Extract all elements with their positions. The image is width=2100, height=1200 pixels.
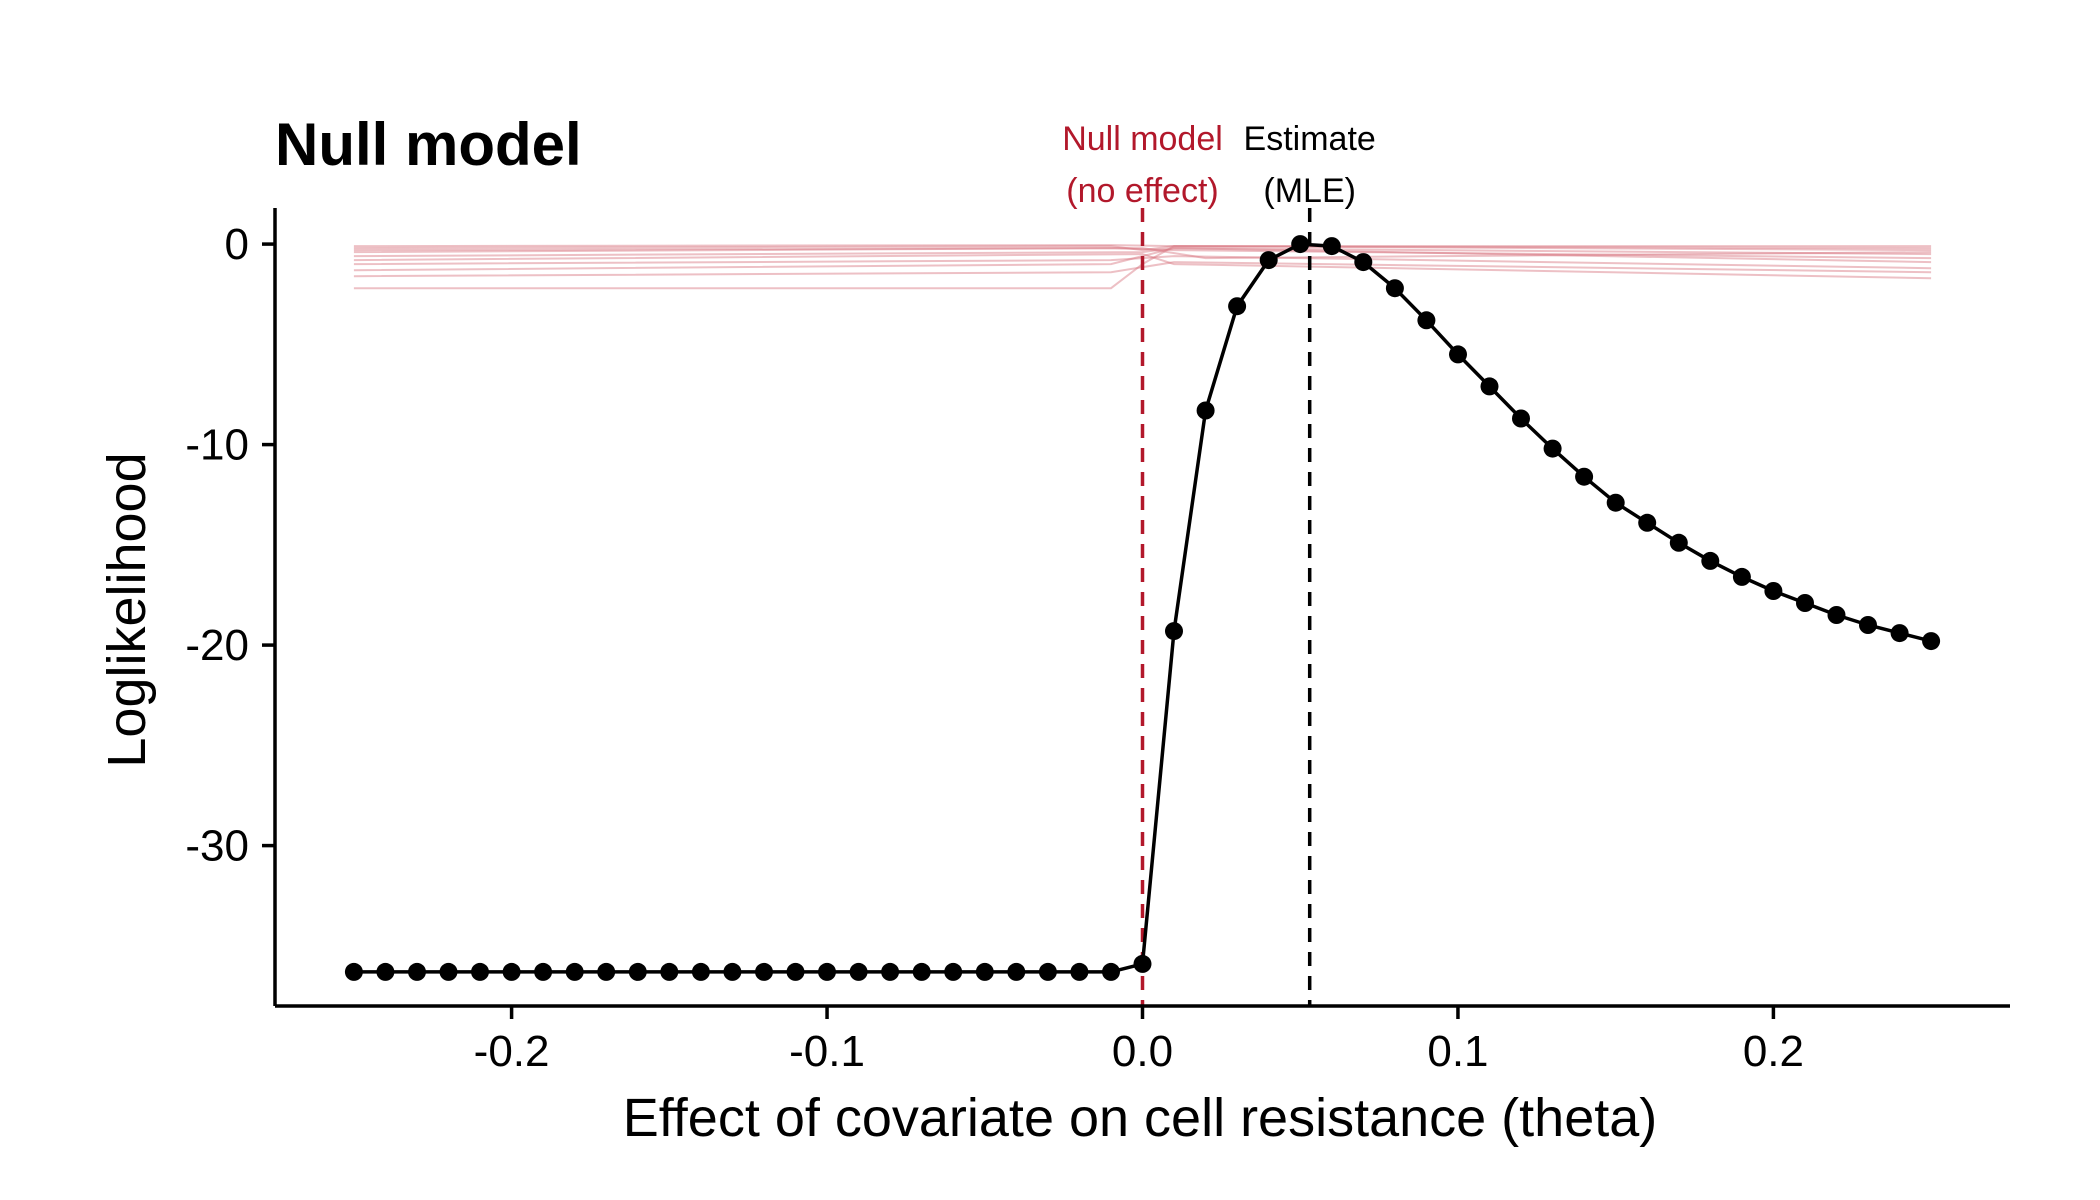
- profile-point: [1669, 533, 1688, 552]
- x-axis-title: Effect of covariate on cell resistance (…: [623, 1088, 1658, 1148]
- profile-point: [849, 962, 868, 981]
- y-axis-title: Loglikelihood: [97, 452, 157, 767]
- profile-point: [1701, 551, 1720, 570]
- profile-point: [1732, 567, 1751, 586]
- profile-point: [691, 962, 710, 981]
- profile-point: [628, 962, 647, 981]
- profile-point: [1796, 594, 1814, 612]
- annotations: Null model (no effect) Estimate (MLE): [1062, 120, 1376, 210]
- profile-point: [1606, 493, 1625, 512]
- profile-point: [439, 962, 458, 981]
- profile-point: [1890, 624, 1909, 643]
- profile-point: [376, 962, 395, 981]
- profile-point: [1385, 279, 1404, 298]
- profile-point: [1764, 582, 1783, 600]
- profile-point: [1922, 632, 1941, 651]
- profile-point: [723, 962, 742, 981]
- bootstrap-line-9: [353, 247, 1932, 260]
- y-tick-label: -30: [185, 822, 249, 871]
- y-tick-label: -10: [185, 421, 249, 470]
- bootstrap-line-4: [353, 247, 1932, 260]
- profile-point: [1322, 237, 1341, 256]
- null-model-annotation-line2: (no effect): [1066, 172, 1218, 210]
- chart-title: Null model: [275, 111, 582, 178]
- profile-point: [881, 962, 900, 981]
- profile-point: [1449, 345, 1467, 364]
- x-tick-label: -0.2: [474, 1027, 550, 1076]
- profile-point: [1228, 297, 1247, 316]
- profile-point: [502, 962, 521, 981]
- profile-series: [344, 235, 1941, 981]
- profile-point: [1196, 401, 1215, 420]
- profile-point: [597, 962, 616, 981]
- profile-point: [660, 962, 679, 981]
- profile-point: [534, 962, 553, 981]
- profile-point: [912, 962, 931, 981]
- axes: -0.2 -0.1 0.0 0.1 0.2 0 -10 -20 -30: [185, 208, 2010, 1076]
- estimate-annotation-line2: (MLE): [1263, 172, 1356, 210]
- profile-point: [1354, 253, 1373, 272]
- reference-lines: [1140, 208, 1312, 1006]
- null-model-annotation-line1: Null model: [1062, 120, 1223, 158]
- bootstrap-lines: [353, 244, 1932, 290]
- profile-point: [1859, 616, 1877, 634]
- profile-point: [1543, 439, 1562, 458]
- x-tick-label: 0.1: [1427, 1027, 1488, 1076]
- profile-point: [1575, 467, 1594, 486]
- profile-point: [1291, 235, 1310, 254]
- profile-point: [975, 962, 994, 981]
- y-tick-label: 0: [225, 220, 249, 269]
- y-tick-label: -20: [185, 621, 249, 670]
- profile-point: [408, 962, 426, 981]
- profile-point: [565, 962, 584, 981]
- profile-point: [344, 962, 363, 981]
- x-tick-label: 0.2: [1743, 1027, 1804, 1076]
- profile-point: [1259, 251, 1278, 270]
- x-tick-label: 0.0: [1112, 1027, 1173, 1076]
- bootstrap-line-5: [353, 245, 1932, 252]
- profile-point: [755, 962, 773, 981]
- profile-point: [1007, 962, 1026, 981]
- profile-point: [1827, 606, 1846, 624]
- profile-point: [1038, 962, 1057, 981]
- profile-point: [1165, 622, 1183, 641]
- profile-point: [786, 962, 805, 981]
- estimate-annotation-line1: Estimate: [1244, 120, 1376, 158]
- profile-point: [1480, 377, 1499, 396]
- x-tick-label: -0.1: [789, 1027, 865, 1076]
- profile-point: [1638, 513, 1657, 532]
- profile-point: [471, 962, 489, 981]
- profile-point: [1070, 962, 1089, 981]
- profile-point: [944, 962, 963, 981]
- profile-point: [1133, 954, 1152, 973]
- profile-point: [1512, 409, 1530, 428]
- profile-point: [1102, 962, 1120, 981]
- bootstrap-line-3: [353, 253, 1932, 280]
- bootstrap-line-6: [353, 247, 1932, 264]
- profile-point: [818, 962, 836, 981]
- profile-point: [1417, 311, 1436, 330]
